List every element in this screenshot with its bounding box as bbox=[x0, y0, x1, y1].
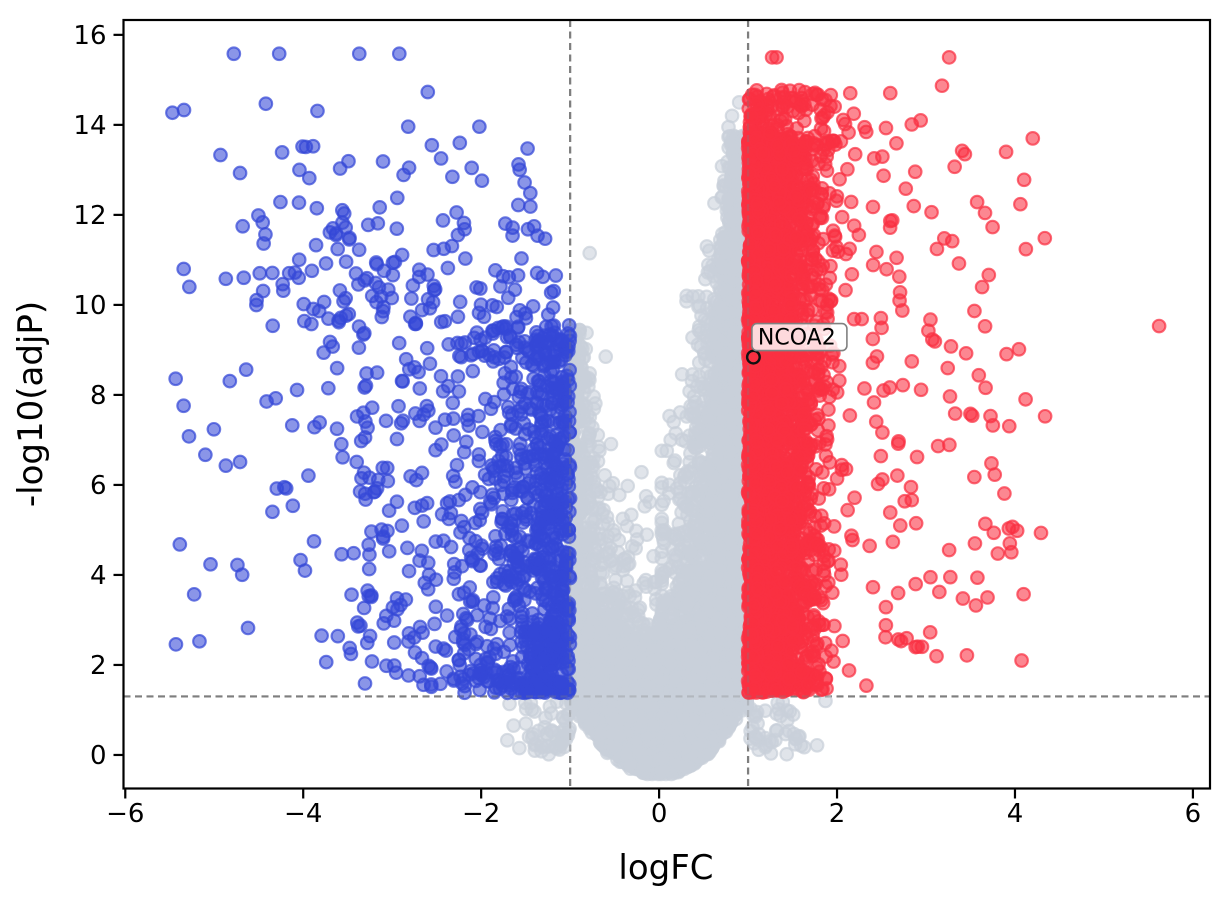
x-tick-label: 4 bbox=[1007, 799, 1024, 829]
x-tick-label: −6 bbox=[106, 799, 144, 829]
y-tick-label: 10 bbox=[73, 291, 106, 321]
y-tick-label: 14 bbox=[73, 111, 106, 141]
x-tick-label: 0 bbox=[651, 799, 668, 829]
y-tick-label: 12 bbox=[73, 201, 106, 231]
y-tick-label: 16 bbox=[73, 21, 106, 51]
gene-label-annotation: NCOA2 bbox=[745, 322, 848, 365]
y-tick-label: 2 bbox=[90, 651, 107, 681]
labeled-point-marker bbox=[745, 349, 761, 365]
gene-label-text: NCOA2 bbox=[758, 326, 836, 351]
y-tick-label: 0 bbox=[90, 741, 107, 771]
x-tick-label: −2 bbox=[462, 799, 500, 829]
x-tick-label: 2 bbox=[829, 799, 846, 829]
y-tick-label: 6 bbox=[90, 471, 107, 501]
x-tick-label: −4 bbox=[284, 799, 322, 829]
y-tick-label: 8 bbox=[90, 381, 107, 411]
y-tick-label: 4 bbox=[90, 561, 107, 591]
y-axis-label: -log10(adjP) bbox=[11, 301, 51, 507]
x-axis-ticks: −6 −4 −2 0 2 4 6 bbox=[106, 788, 1202, 829]
plot-border bbox=[122, 18, 1212, 790]
gene-label-box bbox=[751, 322, 848, 352]
x-tick-label: 6 bbox=[1185, 799, 1202, 829]
x-axis-label: logFC bbox=[618, 848, 713, 888]
y-axis-ticks: 0 2 4 6 8 10 12 14 16 bbox=[73, 21, 124, 771]
